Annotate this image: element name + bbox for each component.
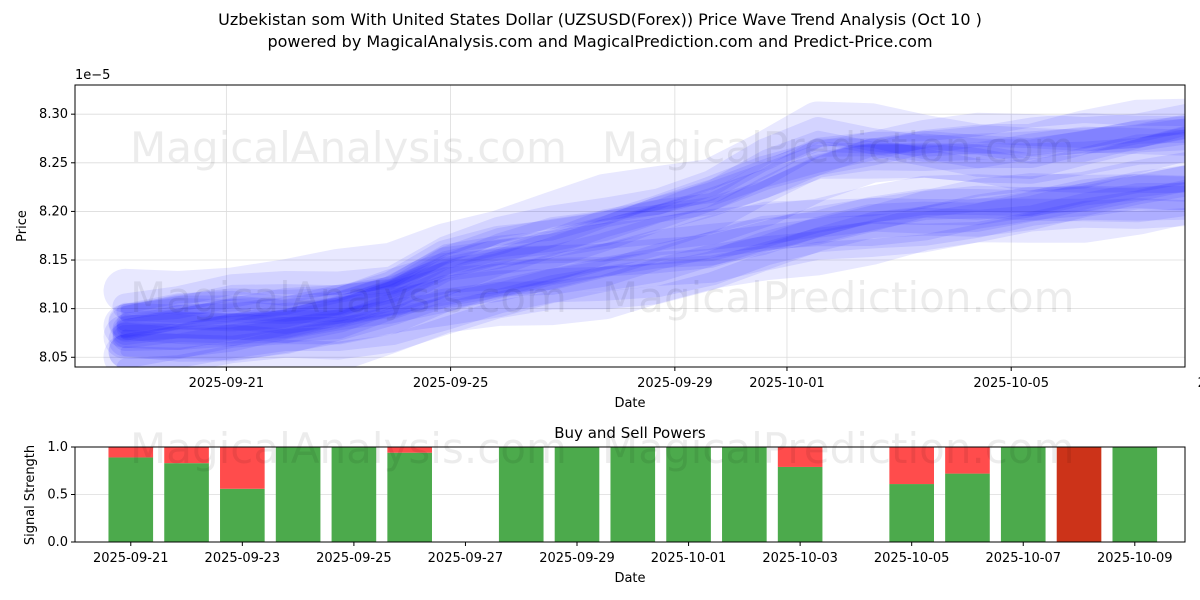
- buy-power-bar: [108, 457, 154, 542]
- signal-x-tick-label: 2025-10-07: [985, 551, 1061, 566]
- price-wave-line-main-wave: [108, 181, 1185, 367]
- buy-power-bar: [387, 452, 432, 542]
- price-y-axis-label: Price: [15, 210, 30, 242]
- price-wave-line-lower-wave: [108, 175, 1185, 362]
- sell-power-bar: [387, 447, 432, 453]
- signal-x-tick-label: 2025-09-23: [205, 551, 281, 566]
- sell-power-bar: [164, 447, 209, 464]
- buy-power-bar: [331, 447, 377, 542]
- price-wave-line-upper-wave: [120, 125, 1185, 314]
- price-plot-frame: [74, 84, 1186, 368]
- price-y-ticks: 8.05 8.10 8.15 8.20 8.25 8.30: [39, 107, 75, 365]
- buy-power-bar: [722, 447, 767, 542]
- chart-title-line1: Uzbekistan som With United States Dollar…: [218, 10, 982, 29]
- price-wave-line-mid-upper-wave: [116, 114, 1185, 335]
- signal-y-ticks: 0.0 0.5 1.0: [47, 440, 75, 550]
- price-wave-line-upper-wave: [116, 132, 1185, 323]
- signal-y-axis-label: Signal Strength: [23, 445, 38, 545]
- sell-power-bar: [220, 447, 265, 489]
- price-wave-line-upper-wave: [112, 117, 1185, 320]
- price-wave-line-lower-wave: [103, 179, 1185, 367]
- price-wave-line-upper-wave: [120, 129, 1185, 316]
- sell-power-bar: [777, 447, 823, 467]
- price-y-tick-label: 8.10: [39, 302, 68, 317]
- price-x-tick-label: 2025-10-01: [749, 376, 825, 391]
- signal-x-axis-label: Date: [614, 571, 645, 586]
- buy-power-bar: [498, 447, 544, 542]
- price-wave-line-mid-upper-wave: [112, 126, 1185, 351]
- chart-title-line2: powered by MagicalAnalysis.com and Magic…: [267, 32, 932, 51]
- signal-x-tick-label: 2025-10-03: [762, 551, 838, 566]
- price-y-tick-label: 8.20: [39, 204, 68, 219]
- sell-power-bar: [1056, 447, 1102, 542]
- watermark-left-bottom: MagicalAnalysis.com: [130, 424, 567, 473]
- sell-power-bar: [945, 447, 990, 474]
- price-x-ticks: 2025-09-21 2025-09-25 2025-09-29 2025-10-01…: [189, 367, 1200, 391]
- price-x-axis-label: Date: [614, 396, 645, 411]
- signal-y-tick-label: 0.0: [47, 535, 68, 550]
- watermark-right-bottom: MagicalPrediction.com: [602, 424, 1075, 473]
- buy-power-bar: [1000, 447, 1046, 542]
- price-wave-line-upper-wave: [108, 126, 1185, 339]
- buy-sell-power-chart: Buy and Sell Powers MagicalAnalysis.com …: [23, 424, 1186, 586]
- price-x-tick-label: 2025-09-29: [637, 376, 713, 391]
- buy-power-bar: [889, 484, 934, 542]
- price-y-tick-label: 8.15: [39, 253, 68, 268]
- signal-x-tick-label: 2025-09-25: [316, 551, 392, 566]
- price-y-tick-label: 8.25: [39, 156, 68, 171]
- price-wave-chart: MagicalAnalysis.com MagicalPrediction.co…: [15, 68, 1200, 411]
- price-x-tick-label: 2025-09-21: [189, 376, 265, 391]
- signal-y-tick-label: 1.0: [47, 440, 68, 455]
- price-wave-line-upper-wave: [103, 98, 1185, 315]
- sell-power-bar: [889, 447, 934, 485]
- price-wave-line-lower-wave: [116, 208, 1185, 367]
- price-x-tick-label: 2025-10-09: [1198, 376, 1200, 391]
- signal-x-tick-label: 2025-09-27: [428, 551, 504, 566]
- buy-sell-title: Buy and Sell Powers: [554, 424, 706, 442]
- signal-x-ticks: 2025-09-21 2025-09-23 2025-09-25 2025-09-27…: [93, 542, 1173, 566]
- signal-x-tick-label: 2025-10-01: [651, 551, 727, 566]
- price-wave-line-main-wave: [112, 165, 1185, 342]
- price-y-tick-label: 8.05: [39, 350, 68, 365]
- signal-y-tick-label: 0.5: [47, 488, 68, 503]
- price-wave-line-main-wave: [116, 165, 1185, 338]
- price-wave-line-lower-wave: [108, 185, 1185, 367]
- buy-power-bar: [164, 463, 209, 542]
- price-wave-bands: [103, 98, 1185, 367]
- price-y-multiplier: 1e−5: [75, 68, 110, 83]
- price-y-tick-label: 8.30: [39, 107, 68, 122]
- signal-x-tick-label: 2025-09-29: [539, 551, 615, 566]
- signal-bars: [108, 447, 1158, 542]
- price-wave-line-lower-wave: [112, 165, 1185, 345]
- buy-power-bar: [777, 466, 823, 542]
- watermark-right-mid: MagicalPrediction.com: [602, 273, 1075, 322]
- watermark-right-top: MagicalPrediction.com: [602, 123, 1075, 172]
- price-wave-line-mid-upper-wave: [103, 119, 1185, 361]
- buy-power-bar: [554, 447, 600, 542]
- price-wave-line-mid-upper-wave: [120, 113, 1185, 323]
- buy-power-bar: [945, 473, 990, 542]
- price-wave-line-lower-wave: [120, 182, 1185, 346]
- price-wave-line-mid-upper-wave: [108, 103, 1185, 341]
- price-wave-line-main-wave: [112, 174, 1185, 350]
- buy-power-bar: [220, 488, 265, 542]
- buy-power-bar: [1112, 447, 1158, 542]
- buy-power-bar: [275, 447, 321, 542]
- sell-power-bar: [108, 447, 154, 458]
- price-wave-line-main-wave: [120, 198, 1185, 358]
- price-wave-line-mid-upper-wave: [116, 116, 1185, 332]
- price-x-tick-label: 2025-10-05: [973, 376, 1049, 391]
- signal-x-tick-label: 2025-10-09: [1097, 551, 1173, 566]
- price-x-tick-label: 2025-09-25: [413, 376, 489, 391]
- watermark-left-mid: MagicalAnalysis.com: [130, 273, 567, 322]
- signal-x-tick-label: 2025-10-05: [874, 551, 950, 566]
- watermark-left-top: MagicalAnalysis.com: [130, 123, 567, 172]
- signal-x-tick-label: 2025-09-21: [93, 551, 169, 566]
- price-wave-line-main-wave: [103, 152, 1185, 349]
- buy-power-bar: [666, 447, 711, 542]
- buy-power-bar: [610, 447, 656, 542]
- price-grid: [75, 85, 1185, 367]
